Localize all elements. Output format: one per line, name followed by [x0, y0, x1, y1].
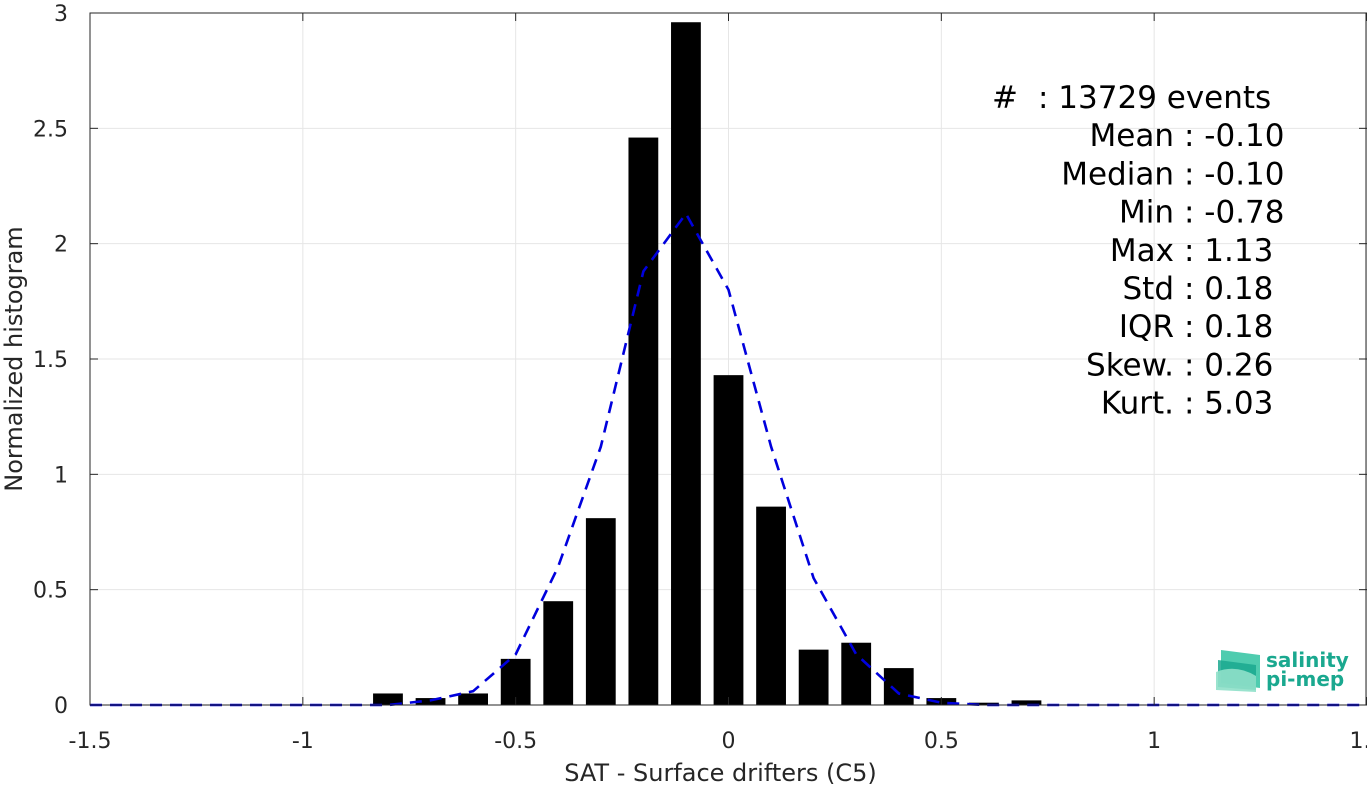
stat-name: Max: [1110, 233, 1174, 269]
stat-name: Median: [1061, 156, 1174, 192]
x-axis-ticks: -1.5 -1 -0.5 0 0.5 1 1.5: [69, 13, 1367, 754]
logo-text-line1: salinity: [1266, 648, 1349, 672]
stat-line: Min : -0.78: [1119, 195, 1285, 231]
stat-name: Skew.: [1086, 347, 1174, 383]
x-tick-label: -1.5: [69, 729, 112, 754]
stat-value: : 1.13: [1184, 233, 1273, 269]
histogram-bar: [585, 518, 616, 705]
stat-line: Skew. : 0.26: [1086, 347, 1273, 383]
histogram-bar: [756, 506, 786, 705]
y-tick-label: 2: [54, 233, 68, 258]
histogram-bar: [883, 668, 914, 705]
y-tick-label: 2.5: [33, 117, 68, 142]
stat-line: Max : 1.13: [1110, 233, 1273, 269]
stat-value: : -0.10: [1184, 118, 1285, 154]
stat-line: IQR : 0.18: [1119, 309, 1273, 345]
stat-line: Median : -0.10: [1061, 156, 1284, 192]
stat-name: #: [992, 80, 1018, 116]
y-axis-ticks: 0 0.5 1 1.5 2 2.5 3: [33, 2, 1367, 719]
stat-value: : 13729 events: [1038, 80, 1271, 116]
stat-line: Std : 0.18: [1122, 271, 1273, 307]
x-tick-label: 0.5: [924, 729, 959, 754]
histogram-bar: [969, 702, 999, 705]
stat-line: Mean : -0.10: [1090, 118, 1285, 154]
logo-text-line2: pi-mep: [1266, 667, 1344, 691]
stat-value: : 0.26: [1184, 347, 1273, 383]
stat-value: : 0.18: [1184, 309, 1273, 345]
stat-value: : 5.03: [1184, 386, 1273, 422]
stat-name: Std: [1122, 271, 1174, 307]
salinity-pimep-logo: salinity pi-mep: [1216, 648, 1349, 692]
stat-value: : -0.10: [1184, 156, 1285, 192]
histogram-bar: [373, 693, 403, 705]
y-tick-label: 0.5: [33, 579, 68, 604]
x-tick-label: 1: [1147, 729, 1161, 754]
histogram-bar: [628, 137, 659, 705]
x-axis-label: SAT - Surface drifters (C5): [564, 759, 877, 785]
histogram-bar: [1011, 700, 1042, 705]
y-tick-label: 1.5: [33, 348, 68, 373]
x-tick-label: 0: [722, 729, 736, 754]
histogram-bars: [373, 22, 1042, 705]
histogram-bar: [458, 693, 488, 705]
logo-icon: [1216, 650, 1260, 692]
y-tick-label: 1: [54, 463, 68, 488]
stat-line: # : 13729 events: [992, 80, 1271, 116]
stat-name: Mean: [1090, 118, 1174, 154]
stat-name: Kurt.: [1101, 386, 1174, 422]
x-tick-label: 1.5: [1350, 729, 1367, 754]
histogram-bar: [543, 601, 574, 705]
histogram-bar: [671, 22, 701, 705]
x-tick-label: -0.5: [494, 729, 537, 754]
x-tick-label: -1: [292, 729, 314, 754]
y-tick-label: 3: [54, 2, 68, 27]
histogram-bar: [713, 375, 744, 705]
stat-name: Min: [1119, 195, 1174, 231]
stat-line: Kurt. : 5.03: [1101, 386, 1274, 422]
stat-value: : 0.18: [1184, 271, 1273, 307]
y-axis-label: Normalized histogram: [0, 226, 28, 491]
histogram-bar: [798, 649, 829, 705]
stat-value: : -0.78: [1184, 195, 1285, 231]
stat-name: IQR: [1119, 309, 1174, 345]
y-tick-label: 0: [54, 694, 68, 719]
